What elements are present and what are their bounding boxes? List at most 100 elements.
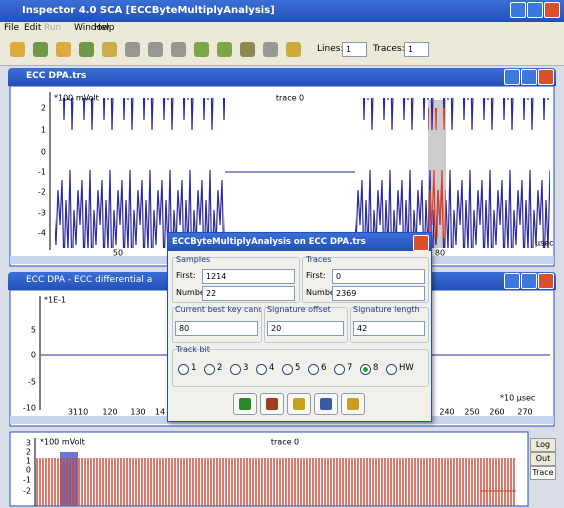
x-tick-label: 260 [489,408,504,417]
radio[interactable] [178,364,189,375]
track-bit-group [172,349,429,387]
y-tick-label: 3 [26,439,31,448]
maximize[interactable] [521,273,537,289]
toolbar-button[interactable] [102,42,117,57]
samples-group [172,257,300,303]
side-tab[interactable]: Log [530,438,556,452]
dialog-title: ECCByteMultiplyAnalysis on ECC DPA.trs [172,237,366,247]
y-unit: *100 mVolt [54,94,99,103]
radio[interactable] [360,364,371,375]
toolbar-button[interactable] [286,42,301,57]
maximize[interactable] [521,69,537,85]
toolbar: Lines: 1 Traces: 1 [0,35,564,66]
lines-label: Lines: [317,44,344,54]
radio-label: 2 [217,363,223,373]
menu-item[interactable]: Run [44,23,62,33]
field-input[interactable]: 80 [175,321,258,336]
close[interactable] [538,69,554,85]
plot-title: trace 0 [276,94,304,103]
traces-label: Traces: [373,44,405,54]
x-tick-label: 14 [155,408,165,417]
menu-item[interactable]: File [4,23,20,33]
dialog-button[interactable] [314,393,338,415]
radio-label: 4 [269,363,275,373]
side-tab[interactable]: Trace [530,466,556,480]
toolbar-button[interactable] [79,42,94,57]
menu-item[interactable]: Window [74,23,110,33]
close[interactable] [413,235,429,251]
radio[interactable] [334,364,345,375]
button-icon [347,398,359,410]
menu-item[interactable]: Help [94,23,115,33]
dialog-button[interactable] [233,393,257,415]
traces-first[interactable]: 0 [332,269,425,284]
group-label: Samples [176,255,211,264]
x-tick-label: 80 [435,249,445,258]
y-tick-label: 0 [41,148,46,157]
traces-input[interactable]: 1 [404,42,429,57]
radio[interactable] [308,364,319,375]
x-tick-label: 50 [113,249,123,258]
toolbar-button[interactable] [171,42,186,57]
toolbar-button[interactable] [263,42,278,57]
minimize[interactable] [504,273,520,289]
y-tick-label: 0 [31,351,36,360]
toolbar-button[interactable] [240,42,255,57]
field-input[interactable]: 42 [353,321,425,336]
toolbar-button[interactable] [10,42,25,57]
field-label: First: [176,271,196,280]
x-tick-label: 270 [517,408,532,417]
y-tick-label: -2 [23,487,31,496]
y-tick-label: -1 [23,476,31,485]
minimize[interactable] [504,69,520,85]
y-tick-label: 2 [41,104,46,113]
samples-number[interactable]: 22 [202,286,295,301]
radio[interactable] [230,364,241,375]
samples-first[interactable]: 1214 [202,269,295,284]
dialog-button[interactable] [287,393,311,415]
field-input[interactable]: 20 [267,321,344,336]
app-titlebar: Inspector 4.0 SCA [ECCByteMultiplyAnalys… [0,0,564,22]
radio-label: HW [399,363,414,373]
trace-bars [36,458,516,506]
toolbar-button[interactable] [56,42,71,57]
dialog-button[interactable] [341,393,365,415]
x-tick-label: 130 [130,408,145,417]
toolbar-button[interactable] [33,42,48,57]
plot-title: trace 0 [271,438,299,447]
field-label: Signature offset [267,305,331,314]
minimize[interactable] [510,2,526,18]
radio-label: 6 [321,363,327,373]
dialog-button[interactable] [260,393,284,415]
toolbar-button[interactable] [125,42,140,57]
toolbar-button[interactable] [217,42,232,57]
traces-number[interactable]: 2369 [332,286,425,301]
radio-label: 1 [191,363,197,373]
y-tick-label: -3 [38,209,46,218]
toolbar-button[interactable] [148,42,163,57]
y-unit: *1E-1 [44,296,66,305]
x-unit: µsec [535,239,554,248]
x-tick-label: 3110 [68,408,88,417]
side-tabs: Log Out Trace [530,438,556,498]
field-group [264,307,348,343]
waveform [355,98,550,248]
y-tick-label: -5 [28,378,36,387]
side-tab[interactable]: Out [530,452,556,466]
y-tick-label: -2 [38,188,46,197]
radio[interactable] [256,364,267,375]
field-group [350,307,429,343]
radio[interactable] [282,364,293,375]
track-bit-options: 1 2 3 4 5 6 7 8 HW [178,363,428,377]
radio[interactable] [204,364,215,375]
button-icon [239,398,251,410]
lines-input[interactable]: 1 [342,42,367,57]
dialog-buttons [233,393,373,415]
close[interactable] [538,273,554,289]
maximize[interactable] [527,2,543,18]
menu-item[interactable]: Edit [24,23,42,33]
toolbar-button[interactable] [194,42,209,57]
radio[interactable] [386,364,397,375]
close[interactable] [544,2,560,18]
